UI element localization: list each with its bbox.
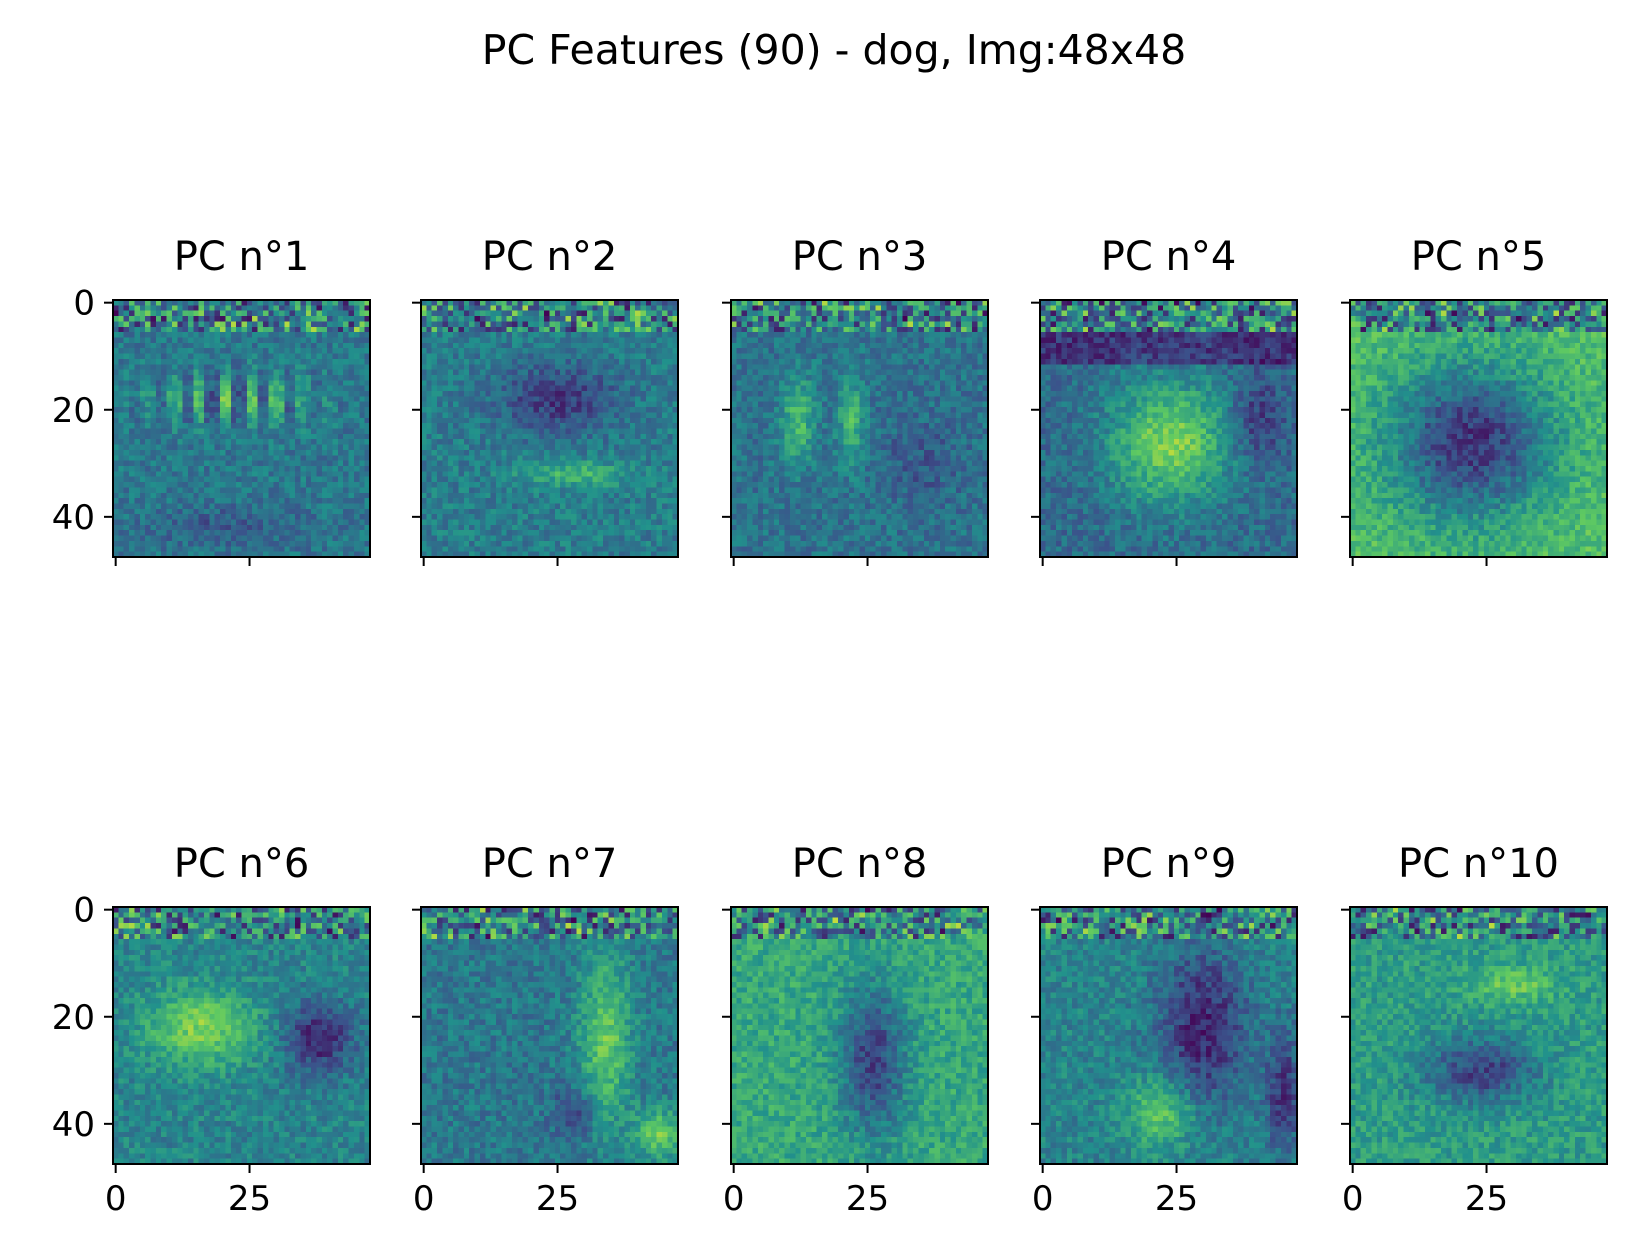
pc-image — [731, 907, 989, 1165]
y-tick-label: 20 — [52, 998, 95, 1038]
panel-title: PC n°2 — [482, 234, 618, 280]
panel-title: PC n°7 — [482, 841, 618, 887]
pc-image — [1350, 907, 1608, 1165]
pc-image — [731, 300, 989, 558]
x-tick-label: 0 — [105, 1179, 127, 1219]
panel-title: PC n°4 — [1101, 234, 1237, 280]
panel-title: PC n°3 — [792, 234, 928, 280]
x-tick-label: 25 — [1155, 1179, 1198, 1219]
x-tick-label: 0 — [1032, 1179, 1054, 1219]
y-tick-label: 40 — [52, 498, 95, 538]
pc-image — [113, 907, 371, 1165]
pc-image — [113, 300, 371, 558]
x-tick-label: 0 — [723, 1179, 745, 1219]
panel-title: PC n°8 — [792, 841, 928, 887]
panel-title: PC n°6 — [174, 841, 310, 887]
panel-title: PC n°9 — [1101, 841, 1237, 887]
pc-image — [1350, 300, 1608, 558]
x-tick-label: 25 — [228, 1179, 271, 1219]
x-tick-label: 25 — [536, 1179, 579, 1219]
pc-image — [421, 300, 679, 558]
x-tick-label: 0 — [1342, 1179, 1364, 1219]
x-tick-label: 25 — [1465, 1179, 1508, 1219]
y-tick-label: 0 — [73, 284, 95, 324]
x-tick-label: 25 — [846, 1179, 889, 1219]
y-tick-label: 40 — [52, 1105, 95, 1145]
pc-image — [1040, 300, 1298, 558]
pc-image — [1040, 907, 1298, 1165]
y-tick-label: 20 — [52, 391, 95, 431]
panel-title: PC n°1 — [174, 234, 310, 280]
panel-title: PC n°5 — [1411, 234, 1547, 280]
pc-image — [421, 907, 679, 1165]
x-tick-label: 0 — [413, 1179, 435, 1219]
y-tick-label: 0 — [73, 891, 95, 931]
panel-title: PC n°10 — [1398, 841, 1559, 887]
figure-title: PC Features (90) - dog, Img:48x48 — [482, 26, 1186, 74]
